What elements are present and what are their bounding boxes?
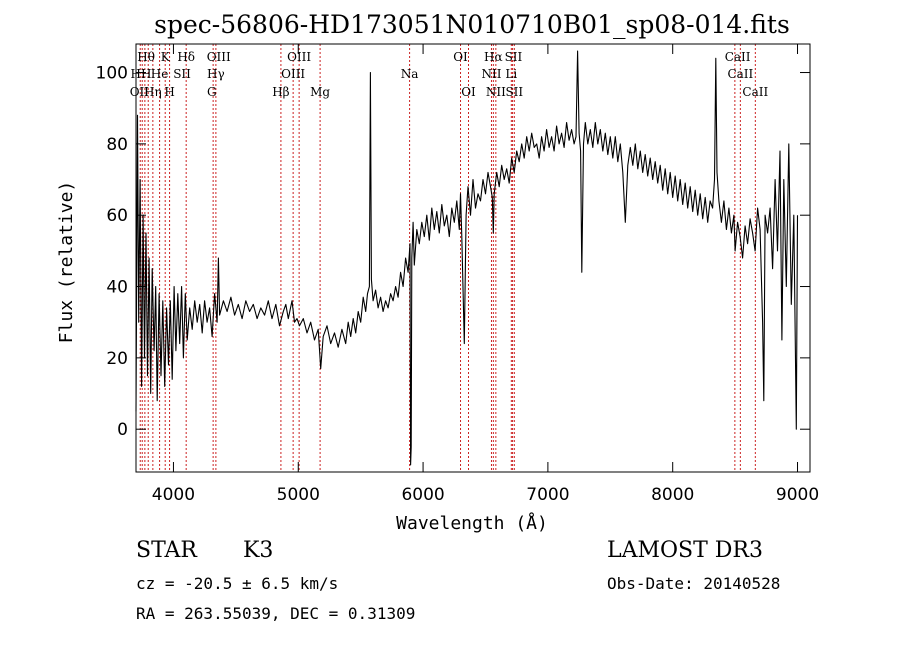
spectral-subclass: K3 [243,538,274,563]
y-tick-label: 60 [106,206,128,226]
line-marker-label: OI [461,85,476,99]
y-tick-label: 0 [117,420,128,440]
coordinates-line: RA = 263.55039, DEC = 0.31309 [136,604,416,623]
line-marker-label: Li [505,67,517,81]
x-tick-label: 9000 [776,485,819,505]
object-type: STAR [136,538,197,563]
line-marker-label: K [161,50,171,64]
line-marker-label: NII [481,67,501,81]
line-markers [139,44,756,472]
line-marker-label: OII [130,85,150,99]
observation-date: Obs-Date: 20140528 [607,574,781,593]
line-marker-label: OI [453,50,468,64]
line-marker-label: Hγ [207,67,225,81]
redshift-line: cz = -20.5 ± 6.5 km/s [136,574,339,593]
line-marker-label: He [151,67,169,81]
line-marker-label: OIII [281,67,305,81]
line-marker-label: SII [505,85,523,99]
x-tick-label: 8000 [651,485,694,505]
plot-frame [135,43,811,473]
line-marker-label: Hβ [272,85,289,99]
survey-label: LAMOST DR3 [607,538,763,563]
line-marker-label: Hδ [177,50,195,64]
line-marker-label: H [164,85,174,99]
x-axis-label: Wavelength (Å) [396,512,548,534]
line-marker-label: SII [505,50,523,64]
x-axis-ticks: 4000 5000 6000 7000 8000 9000 [152,44,819,505]
spectrum-series [135,50,799,466]
x-tick-label: 7000 [526,485,569,505]
line-marker-label: CaII [742,85,768,99]
y-tick-label: 100 [96,64,128,84]
y-tick-label: 80 [106,135,128,155]
x-tick-label: 5000 [277,485,320,505]
line-marker-label: OIII [207,50,231,64]
x-tick-label: 4000 [152,485,195,505]
line-marker-label: HH [131,67,152,81]
y-axis-ticks: 0 20 40 60 80 100 [96,64,810,440]
chart-title: spec-56806-HD173051N010710B01_sp08-014.f… [154,10,790,39]
line-marker-label: Na [401,67,419,81]
line-marker-label: CaII [727,67,753,81]
line-marker-label: Hη [144,85,162,99]
line-marker-label: OIII [287,50,311,64]
x-tick-label: 6000 [401,485,444,505]
line-marker-label: SII [173,67,191,81]
spectrum-line [135,50,799,466]
y-axis-label: Flux (relative) [56,181,77,344]
line-marker-label: CaII [725,50,751,64]
line-marker-label: Mg [310,85,330,99]
line-marker-label: Hθ [137,50,155,64]
line-marker-label: NII [486,85,506,99]
y-tick-label: 20 [106,349,128,369]
line-marker-label: G [207,85,217,99]
y-tick-label: 40 [106,278,128,298]
spectrum-chart: spec-56806-HD173051N010710B01_sp08-014.f… [56,10,819,534]
line-marker-label: Hα [484,50,503,64]
